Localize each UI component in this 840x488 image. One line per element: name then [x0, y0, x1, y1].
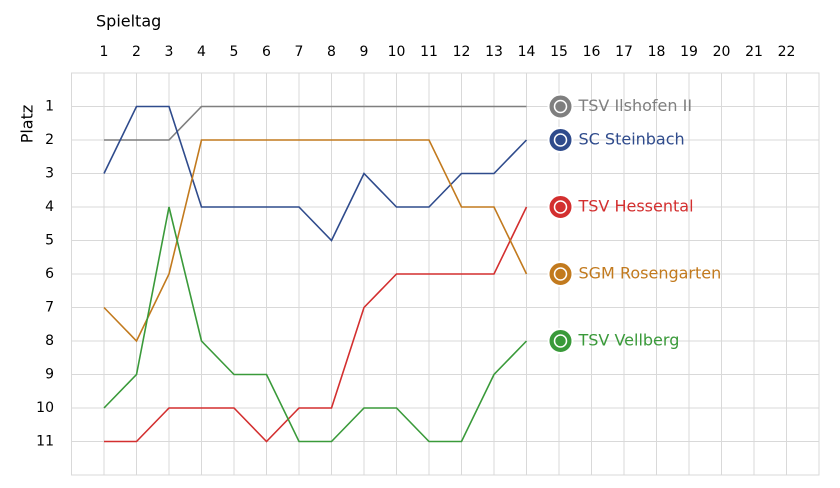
series-line: [104, 105, 527, 141]
x-tick-label: 17: [615, 44, 633, 60]
y-tick-label: 8: [45, 333, 54, 349]
logo-inner: [553, 200, 568, 214]
logo-inner: [553, 99, 568, 114]
x-tick-label: 6: [262, 44, 271, 60]
y-tick-label: 10: [36, 400, 54, 416]
series-line: [104, 206, 528, 443]
team-logo: [547, 93, 574, 120]
logo-shape: [547, 127, 574, 153]
x-tick-label: 10: [388, 44, 406, 60]
logo-shape: [547, 261, 574, 287]
series-line: [103, 105, 528, 242]
x-tick-label: 2: [132, 44, 141, 60]
legend-label: SC Steinbach: [579, 130, 685, 149]
team-logo: [547, 194, 574, 220]
logo-shape: [547, 194, 574, 220]
series-line: [103, 206, 528, 443]
x-tick-label: 4: [197, 44, 206, 60]
y-tick-label: 3: [45, 166, 54, 182]
team-logo: [547, 127, 574, 153]
x-tick-label: 16: [583, 44, 601, 60]
y-tick-label: 11: [36, 434, 54, 450]
x-tick-label: 20: [713, 44, 731, 60]
x-tick-label: 15: [550, 44, 568, 60]
x-tick-label: 5: [230, 44, 239, 60]
x-tick-label: 11: [420, 44, 438, 60]
x-axis-label: Spieltag: [96, 12, 161, 31]
team-logo: [547, 261, 574, 287]
x-tick-label: 12: [453, 44, 471, 60]
logo-shape: [547, 328, 574, 354]
x-tick-label: 1: [100, 44, 109, 60]
y-tick-label: 2: [45, 132, 54, 148]
team-logo: [547, 328, 574, 354]
y-tick-label: 1: [45, 99, 54, 115]
y-tick-label: 5: [45, 233, 54, 249]
logo-inner: [553, 334, 568, 348]
legend-label: SGM Rosengarten: [579, 264, 722, 283]
legend-label: TSV Hessental: [578, 197, 694, 216]
y-tick-label: 6: [45, 266, 54, 282]
x-tick-label: 14: [518, 44, 536, 60]
x-tick-label: 7: [295, 44, 304, 60]
x-tick-label: 8: [327, 44, 336, 60]
logo-shape: [547, 93, 574, 120]
x-tick-label: 22: [778, 44, 796, 60]
logo-inner: [553, 133, 568, 147]
x-tick-label: 9: [360, 44, 369, 60]
y-axis-label: Platz: [18, 105, 37, 144]
series-line: [103, 139, 528, 343]
legend-label: TSV Vellberg: [578, 331, 680, 350]
y-tick-label: 7: [45, 300, 54, 316]
y-tick-label: 4: [45, 199, 54, 215]
x-tick-label: 18: [648, 44, 666, 60]
logo-inner: [553, 267, 568, 281]
x-tick-label: 13: [485, 44, 503, 60]
x-tick-label: 19: [680, 44, 698, 60]
x-tick-label: 3: [165, 44, 174, 60]
x-tick-label: 21: [745, 44, 763, 60]
legend-label: TSV Ilshofen II: [578, 96, 693, 115]
y-tick-label: 9: [45, 367, 54, 383]
